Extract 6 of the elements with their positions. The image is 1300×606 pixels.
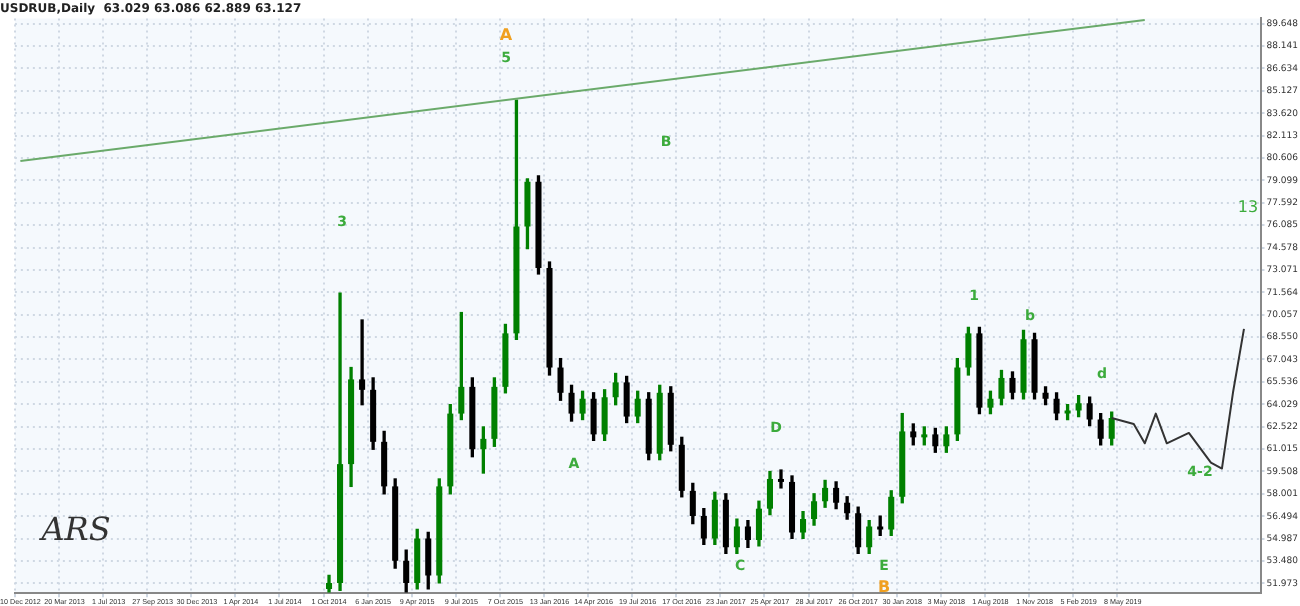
annotation: ARS bbox=[37, 510, 111, 549]
annotation: 13 bbox=[1237, 198, 1259, 217]
annotation: B bbox=[877, 578, 891, 597]
candlestick bbox=[777, 469, 785, 489]
candlestick bbox=[359, 319, 366, 406]
annotation: A bbox=[499, 26, 514, 45]
